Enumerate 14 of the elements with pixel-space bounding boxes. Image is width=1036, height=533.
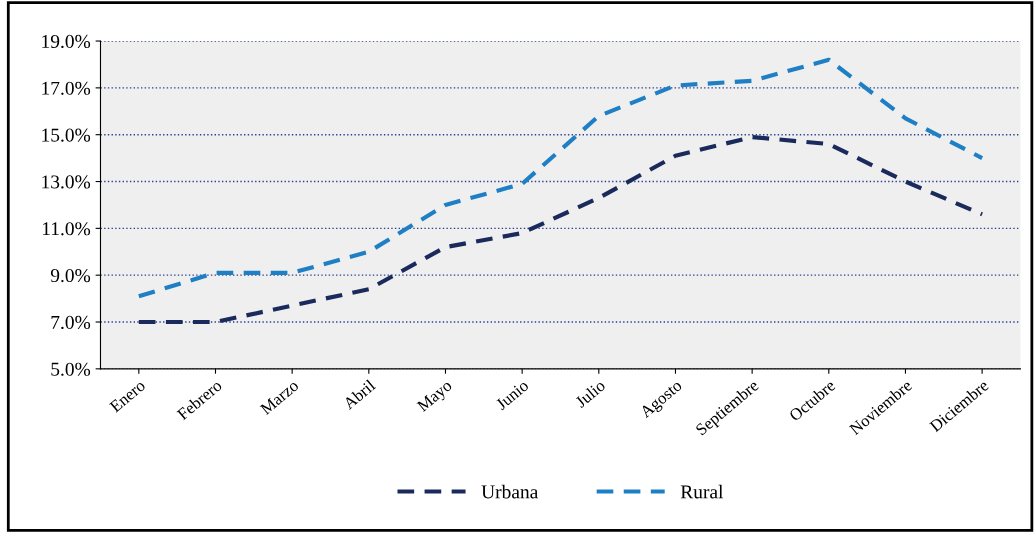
y-tick-label: 19.0% [42, 34, 91, 49]
legend-label: Urbana [481, 484, 539, 499]
y-tick-label: 7.0% [51, 315, 91, 330]
y-tick-label: 9.0% [50, 269, 91, 283]
y-tick-label: 13.0% [42, 175, 91, 189]
x-tick-label: Julio [574, 378, 606, 409]
y-tick-label: 5.0% [51, 362, 91, 376]
line-series [136, 134, 985, 325]
y-tick-label: 11.0% [42, 222, 91, 236]
y-tick-label: 17.0% [42, 81, 91, 95]
x-tick-label: Junio [495, 379, 530, 411]
legend-label: Rural [680, 484, 724, 499]
y-tick-label: 15.0% [42, 128, 91, 142]
line-series [136, 57, 985, 299]
